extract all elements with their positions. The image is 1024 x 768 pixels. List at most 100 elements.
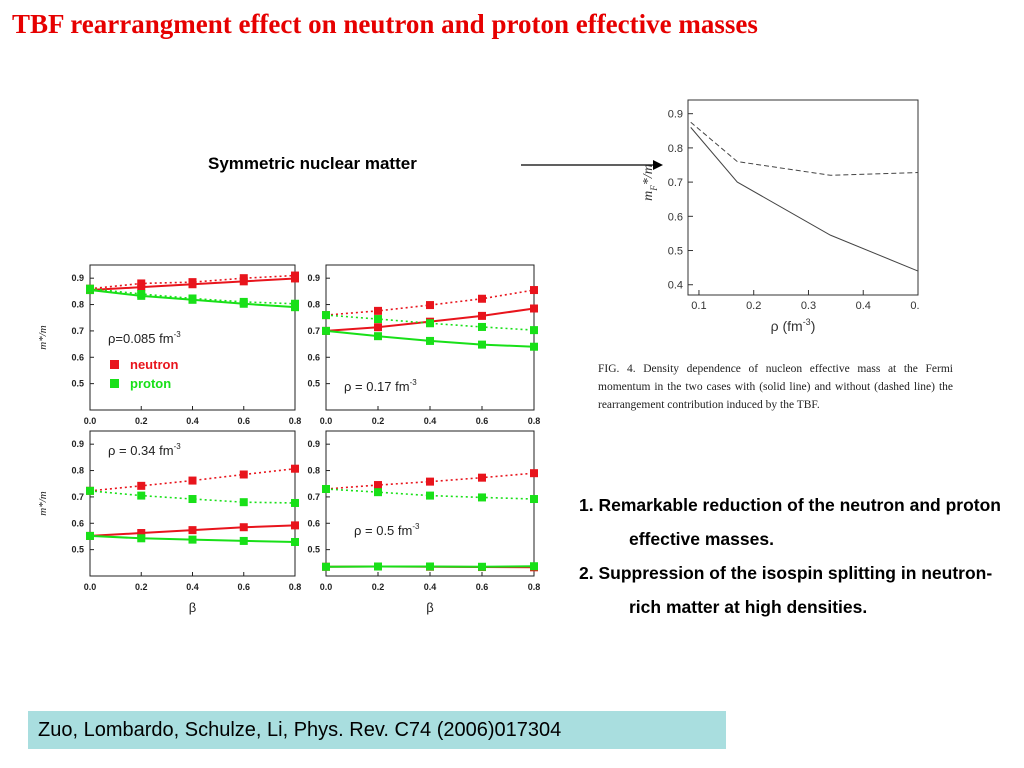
proton-marker (478, 562, 486, 571)
legend-marker-neutron (110, 360, 119, 369)
x-tick-label: 0.4 (856, 300, 871, 312)
proton-marker (530, 326, 538, 335)
x-tick-label: 0.8 (289, 582, 302, 592)
y-tick-label: 0.5 (668, 246, 683, 258)
proton-marker (426, 491, 434, 500)
proton-marker (86, 486, 94, 495)
y-tick-label: 0.5 (71, 545, 84, 555)
proton-marker (291, 299, 299, 308)
density-annotation: ρ = 0.5 fm-3 (354, 522, 420, 538)
neutron-dotted-line (89, 274, 296, 290)
y-tick-label: 0.4 (668, 280, 683, 292)
neutron-marker (137, 529, 146, 538)
proton-marker (374, 562, 382, 571)
y-tick-label: 0.6 (71, 352, 84, 362)
x-axis-label: β (189, 600, 196, 615)
density-annotation: ρ = 0.17 fm-3 (344, 378, 417, 394)
solid-curve (690, 127, 919, 272)
density-annotation: ρ = 0.34 fm-3 (108, 442, 181, 458)
proton-marker (374, 332, 382, 341)
y-tick-label: 0.7 (71, 326, 84, 336)
figure-caption: FIG. 4. Density dependence of nucleon ef… (598, 363, 953, 411)
proton-marker (426, 319, 434, 328)
neutron-marker (374, 481, 382, 490)
neutron-marker (478, 473, 486, 482)
x-tick-label: 0.8 (528, 416, 541, 426)
x-tick-label: 0.2 (135, 582, 148, 592)
y-axis-label: m*/m (37, 325, 49, 350)
panel-2: 0.0 0.2 0.4 0.6 0.8 0.5 0.6 0.7 0.8 0.9 ρ = 0.17 f… (307, 264, 541, 426)
neutron-marker (478, 294, 486, 303)
proton-marker (291, 498, 299, 507)
proton-marker (322, 562, 330, 571)
neutron-marker (530, 469, 538, 478)
density-dependence-figure: 0.1 0.2 0.3 0.4 0.5 0.4 0.5 0.6 0.7 0.8 0.9 mF*/m ρ … (641, 99, 920, 334)
citation-box: Zuo, Lombardo, Schulze, Li, Phys. Rev. C… (28, 711, 726, 749)
x-tick-label: 0.2 (372, 582, 385, 592)
proton-marker (239, 536, 248, 545)
y-tick-label: 0.6 (307, 518, 320, 528)
x-tick-label: 0.4 (424, 416, 437, 426)
neutron-dotted-line (89, 467, 296, 492)
x-axis-label: β (426, 600, 433, 615)
beta-dependence-panels: 0.0 0.2 0.4 0.6 0.8 0.5 0.6 0.7 0.8 0.9 m*/m ρ=0.08… (37, 264, 541, 615)
neutron-marker (374, 323, 382, 332)
neutron-marker (530, 304, 538, 313)
density-annotation: ρ=0.085 fm-3 (108, 330, 181, 346)
y-tick-label: 0.7 (71, 492, 84, 502)
panel-3: 0.0 0.2 0.4 0.6 0.8 0.5 0.6 0.7 0.8 0.9 m*/m β ρ = 0… (37, 430, 302, 615)
neutron-marker (188, 476, 197, 485)
neutron-marker (188, 526, 197, 535)
x-tick-label: 0.1 (691, 300, 706, 312)
proton-marker (530, 342, 538, 351)
neutron-marker (530, 286, 538, 295)
proton-marker (530, 495, 538, 504)
panel-1: 0.0 0.2 0.4 0.6 0.8 0.5 0.6 0.7 0.8 0.9 m*/m ρ=0.08… (37, 264, 302, 426)
proton-marker (86, 531, 94, 540)
x-tick-label: 0.8 (289, 416, 302, 426)
proton-marker (239, 297, 248, 306)
x-tick-label: 0.4 (186, 582, 199, 592)
proton-marker (239, 498, 248, 507)
y-tick-label: 0.9 (668, 109, 683, 121)
y-tick-label: 0.6 (71, 518, 84, 528)
proton-marker (530, 562, 538, 571)
y-tick-label: 0.9 (307, 273, 320, 283)
x-tick-label: 0.0 (84, 416, 97, 426)
y-axis-label: mF*/m (641, 164, 659, 201)
x-tick-label: 0.2 (135, 416, 148, 426)
proton-marker (188, 495, 197, 504)
proton-marker (86, 284, 94, 293)
y-tick-label: 0.5 (307, 379, 320, 389)
x-tick-label: 0.3 (801, 300, 816, 312)
neutron-marker (239, 470, 248, 479)
y-tick-label: 0.8 (71, 300, 84, 310)
x-tick-label: 0.5 (910, 300, 920, 312)
pointer-arrow (521, 160, 663, 170)
proton-dotted-line (89, 490, 296, 504)
legend-marker-proton (110, 379, 119, 388)
x-axis-label: ρ (fm-3) (771, 317, 816, 334)
y-tick-label: 0.8 (668, 143, 683, 155)
proton-marker (291, 537, 299, 546)
y-axis-label: m*/m (37, 491, 49, 516)
panel-4: 0.0 0.2 0.4 0.6 0.8 0.5 0.6 0.7 0.8 0.9 β ρ = 0.5 f… (307, 430, 541, 615)
y-tick-label: 0.7 (307, 326, 320, 336)
y-tick-label: 0.6 (668, 211, 683, 223)
proton-marker (426, 562, 434, 571)
x-tick-label: 0.6 (476, 416, 489, 426)
y-tick-label: 0.9 (307, 439, 320, 449)
density-plot: 0.1 0.2 0.3 0.4 0.5 0.4 0.5 0.6 0.7 0.8 0.9 mF*/m ρ … (641, 99, 920, 334)
neutron-marker (291, 464, 299, 473)
proton-dotted-line (89, 287, 296, 305)
y-tick-label: 0.8 (307, 300, 320, 310)
x-tick-label: 0.8 (528, 582, 541, 592)
y-tick-label: 0.6 (307, 352, 320, 362)
neutron-marker (426, 301, 434, 310)
x-tick-label: 0.2 (372, 416, 385, 426)
key-point-2: 2. Suppression of the isospin splitting … (579, 563, 993, 617)
proton-marker (137, 491, 146, 500)
dashed-curve (690, 121, 919, 176)
proton-marker (137, 290, 146, 298)
proton-marker (322, 311, 330, 320)
